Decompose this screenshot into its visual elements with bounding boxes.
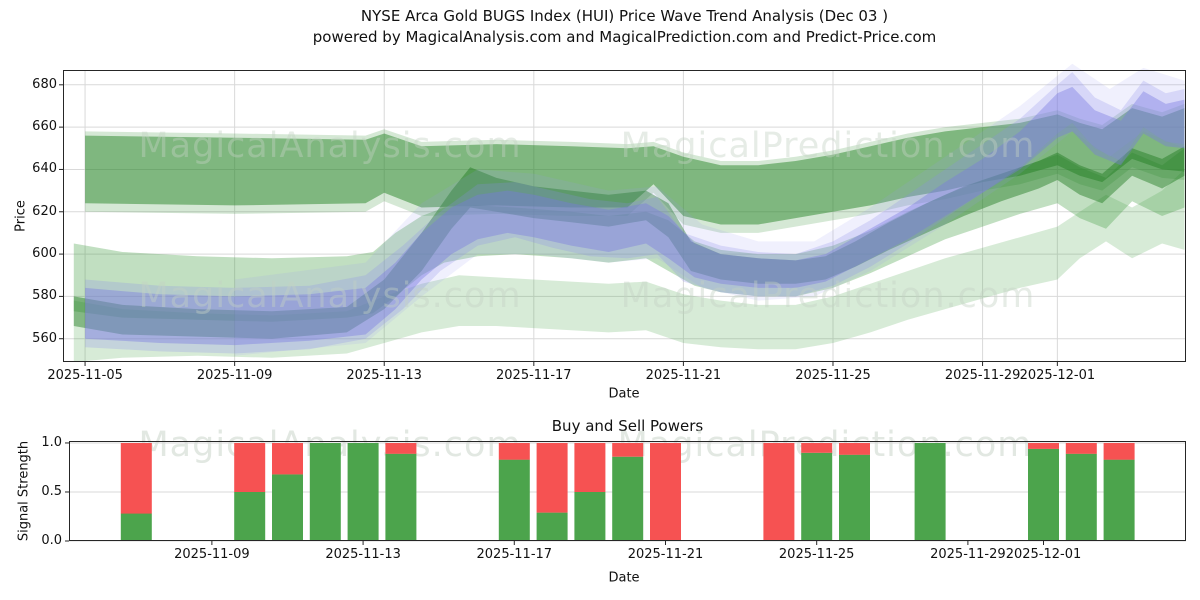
power-x-tick-label: 2025-11-25 [778, 547, 855, 562]
power-x-tick-label: 2025-11-21 [627, 547, 704, 562]
bar-sell-2025-11-17 [498, 443, 530, 460]
bar-sell-2025-11-14 [385, 443, 417, 454]
bar-buy-2025-11-10 [234, 492, 266, 541]
price-y-tick-label: 660 [32, 119, 57, 135]
price-x-tick-label: 2025-11-13 [346, 368, 422, 383]
figure-subtitle: powered by MagicalAnalysis.com and Magic… [312, 28, 937, 46]
power-x-tick-label: 2025-12-01 [1005, 547, 1082, 562]
bar-buy-2025-11-11 [272, 474, 303, 541]
watermark-prediction: MagicalPrediction.com [620, 126, 1036, 166]
bar-sell-2025-11-11 [272, 443, 303, 475]
price-x-tick-label: 2025-12-01 [1019, 368, 1096, 383]
price-x-tick-label: 2025-11-17 [496, 368, 572, 383]
band-mid-green-band [73, 148, 1185, 322]
watermark-analysis: MagicalAnalysis.com [138, 126, 522, 166]
bar-buy-2025-11-17 [498, 459, 530, 541]
bar-buy-2025-12-01 [1028, 448, 1059, 541]
price-x-tick-label: 2025-11-21 [645, 368, 722, 383]
price-x-axis-label: Date [608, 386, 640, 402]
bar-buy-2025-12-02 [1065, 453, 1097, 541]
price-x-tick-label: 2025-11-25 [795, 368, 871, 383]
bar-sell-2025-12-02 [1065, 443, 1097, 454]
bar-buy-2025-11-12 [309, 443, 341, 541]
price-y-tick-label: 560 [32, 330, 57, 346]
price-y-tick-label: 620 [32, 203, 57, 219]
power-chart-title: Buy and Sell Powers [551, 417, 704, 435]
power-chart-canvas [65, 441, 1186, 545]
price-y-tick-label: 580 [32, 288, 57, 304]
band-pale-low-band [73, 169, 1185, 362]
band-upper-trend-band [85, 108, 1185, 225]
price-x-tick-label: 2025-11-09 [196, 368, 273, 383]
band-blue-soft-band [234, 63, 1185, 356]
bar-sell-2025-11-21 [650, 443, 681, 541]
power-x-tick-label: 2025-11-29 [930, 547, 1006, 562]
band-blue-main-band [85, 86, 1185, 346]
bar-buy-2025-11-18 [536, 512, 568, 541]
price-y-tick-label: 640 [32, 161, 57, 177]
figure-title: NYSE Arca Gold BUGS Index (HUI) Price Wa… [360, 7, 889, 25]
bar-buy-2025-11-07 [120, 513, 152, 541]
bar-sell-2025-11-26 [839, 443, 870, 455]
power-y-tick-label: 0.5 [41, 484, 62, 499]
bar-buy-2025-11-13 [347, 443, 379, 541]
bar-buy-2025-11-28 [914, 443, 946, 541]
power-y-tick-label: 1.0 [41, 435, 62, 450]
price-chart-canvas [59, 63, 1186, 366]
bar-sell-2025-11-20 [612, 443, 644, 457]
bar-sell-2025-11-07 [120, 443, 152, 514]
bar-sell-2025-11-25 [801, 443, 833, 453]
power-x-tick-label: 2025-11-09 [174, 547, 250, 562]
bar-sell-2025-12-03 [1103, 443, 1135, 460]
band-blue-echo-band [85, 72, 1185, 354]
bar-buy-2025-11-19 [574, 492, 606, 541]
bar-buy-2025-11-14 [385, 453, 417, 541]
bar-buy-2025-12-03 [1103, 459, 1135, 541]
price-y-tick-label: 600 [32, 246, 57, 262]
price-x-tick-label: 2025-11-05 [47, 368, 123, 383]
bar-sell-2025-12-01 [1028, 443, 1059, 449]
bar-sell-2025-11-10 [234, 443, 266, 492]
price-y-tick-label: 680 [32, 76, 57, 92]
power-x-tick-label: 2025-11-17 [476, 547, 553, 562]
axes-frame [69, 441, 1186, 541]
watermark-prediction: MagicalPrediction.com [620, 276, 1036, 316]
axes-frame [63, 70, 1186, 362]
bar-sell-2025-11-18 [536, 443, 568, 513]
bar-buy-2025-11-25 [801, 452, 833, 541]
price-x-tick-label: 2025-11-29 [944, 368, 1021, 383]
power-y-tick-label: 0.0 [41, 533, 62, 548]
watermark-analysis: MagicalAnalysis.com [138, 276, 522, 316]
power-x-tick-label: 2025-11-13 [325, 547, 401, 562]
power-x-axis-label: Date [608, 570, 640, 586]
bar-sell-2025-11-19 [574, 443, 606, 492]
bar-sell-2025-11-24 [763, 443, 795, 541]
band-price-core-band [73, 146, 1185, 339]
bar-buy-2025-11-20 [612, 456, 644, 541]
bar-buy-2025-11-26 [839, 454, 870, 541]
